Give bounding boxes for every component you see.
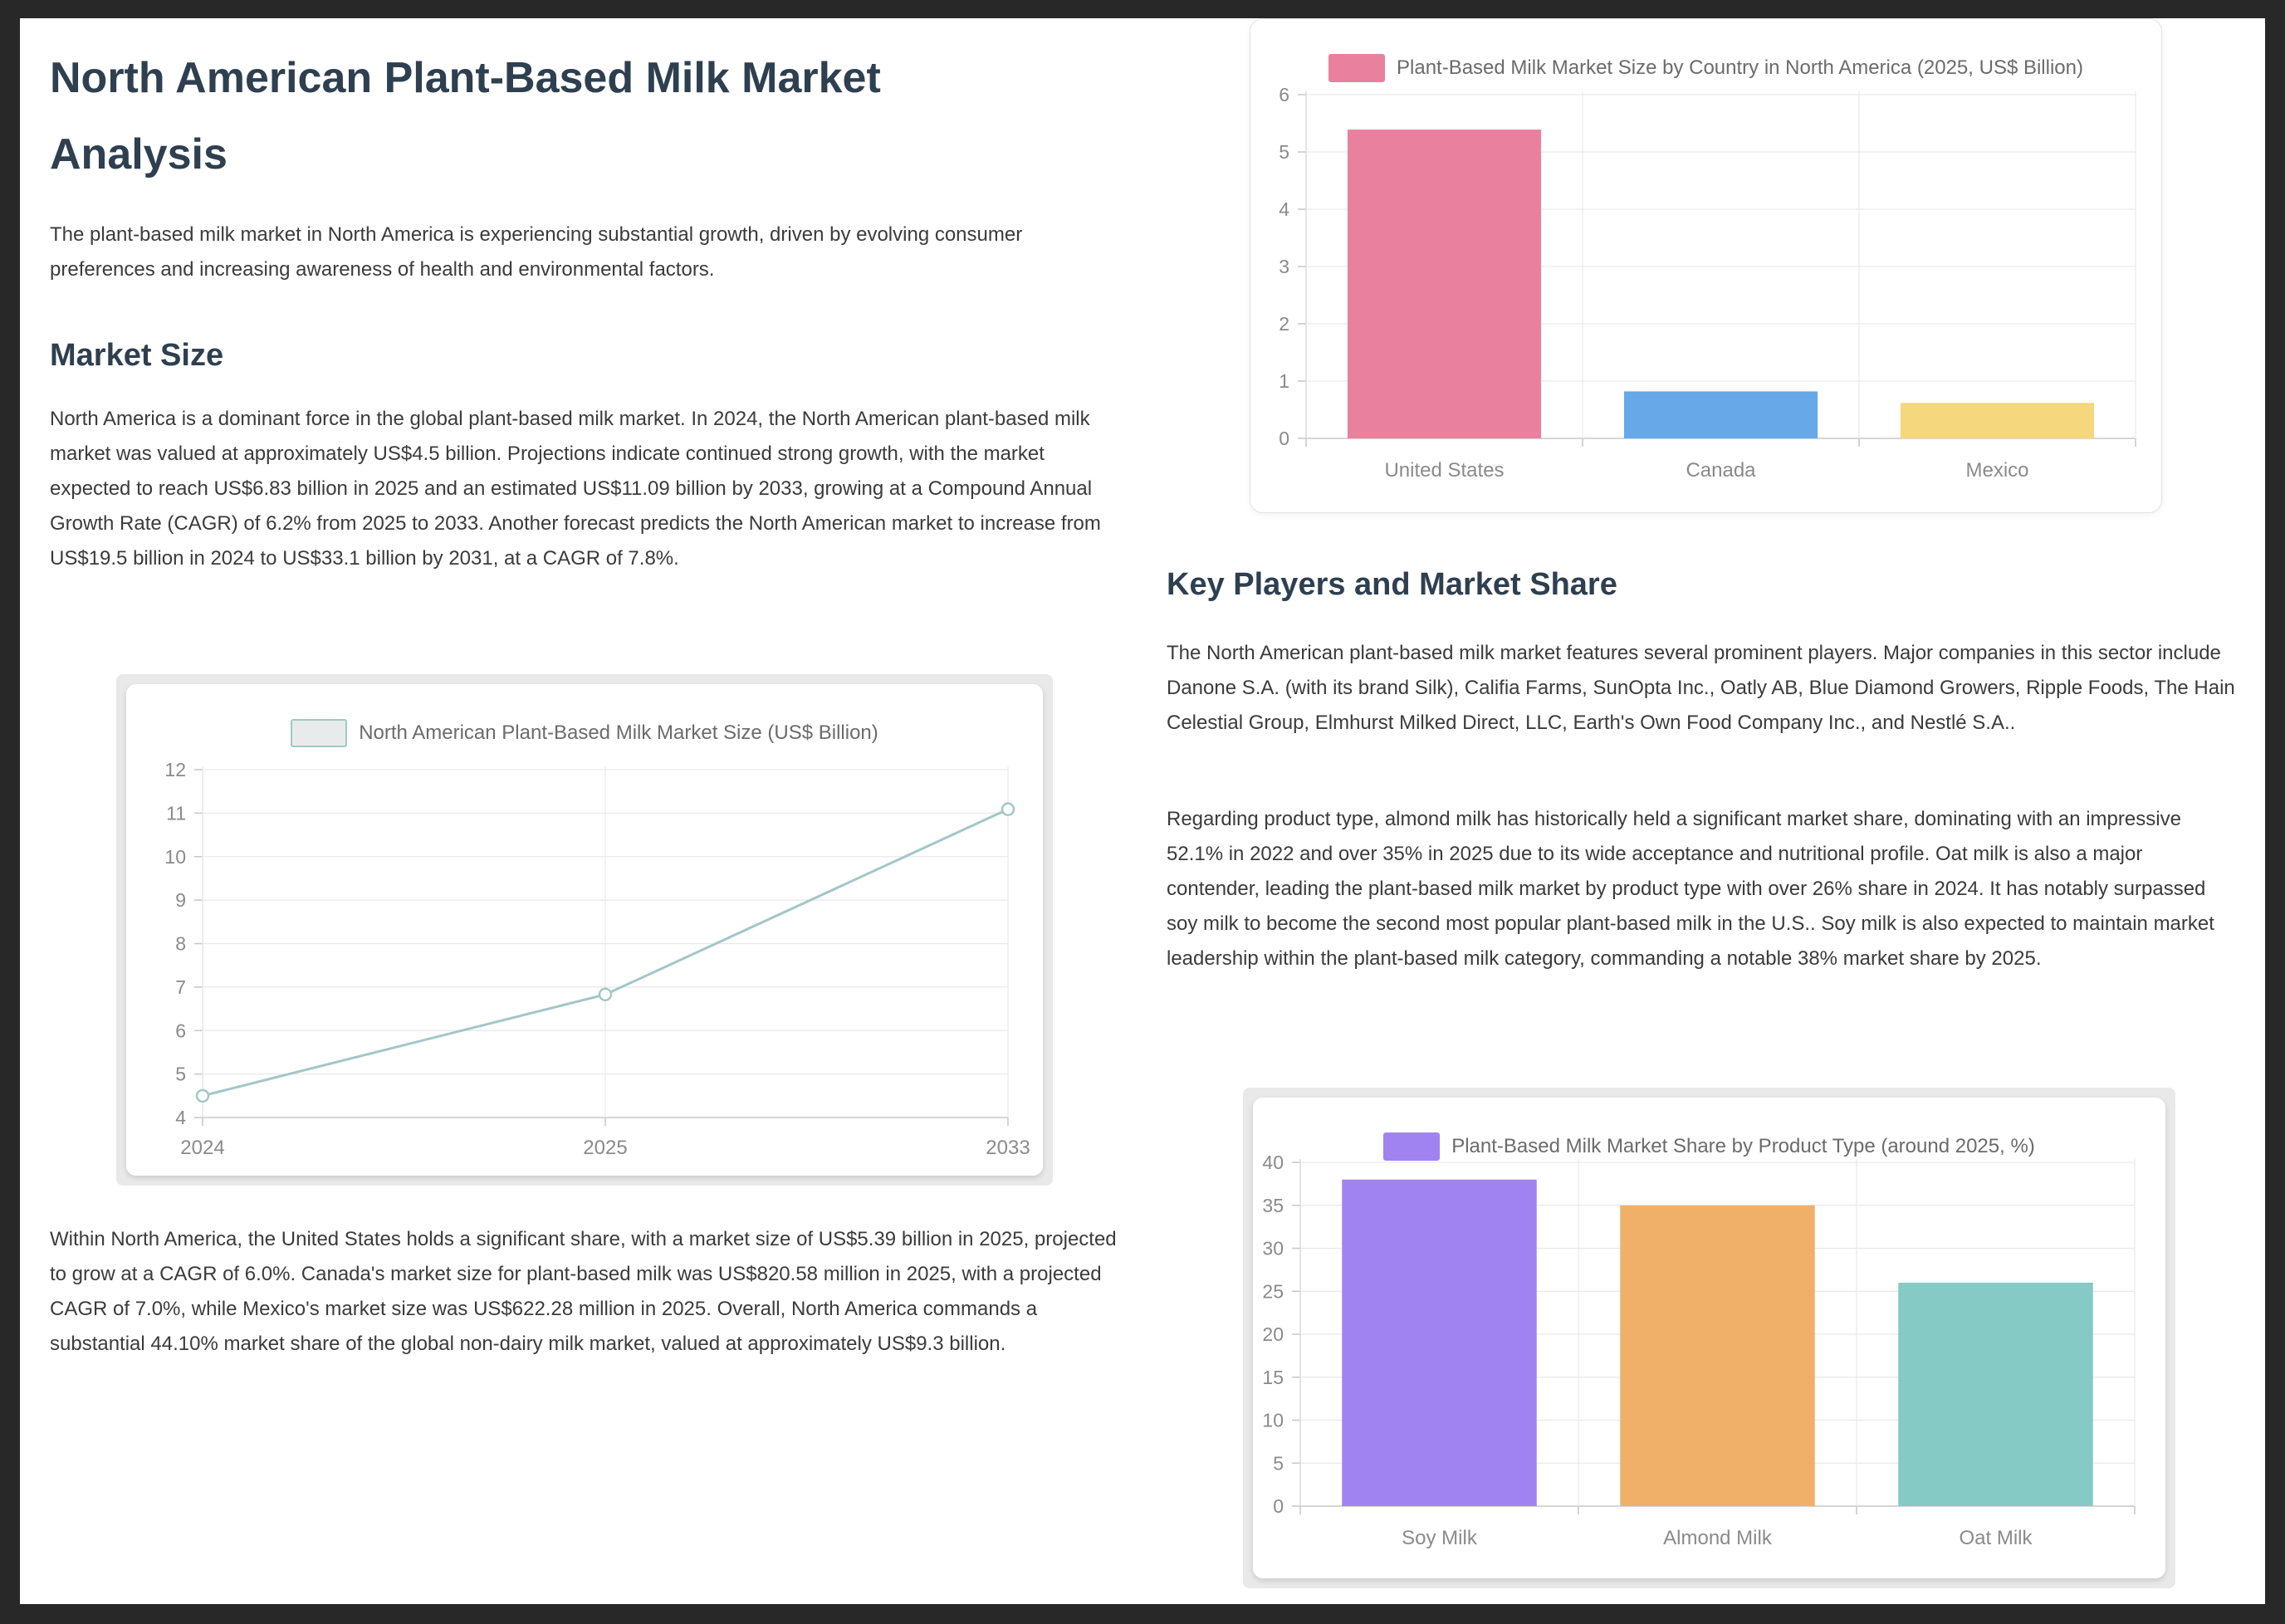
- svg-text:6: 6: [1279, 84, 1289, 105]
- intro-paragraph: The plant-based milk market in North Ame…: [50, 223, 1023, 281]
- na-market-size-line-svg: 4 5 6 7 8 9 10 11 12 2024 2025 2033: [164, 759, 1030, 1159]
- page-title: North American Plant-Based Milk Market A…: [50, 54, 881, 179]
- key-players-paragraph-1: The North American plant-based milk mark…: [1167, 642, 2235, 734]
- svg-text:7: 7: [175, 976, 186, 998]
- country-bar-chart: 0 1 2 3 4 5 6 United States Canada Mexico Plant-B…: [1250, 18, 2162, 513]
- svg-text:40: 40: [1262, 1152, 1284, 1173]
- svg-text:0: 0: [1273, 1495, 1284, 1517]
- svg-text:10: 10: [164, 846, 186, 868]
- svg-text:2024: 2024: [180, 1137, 224, 1159]
- product-bar-chart: 0 5 10 15 20 25 30 35 40 Soy Milk Almond Milk Oat M…: [1253, 1098, 2165, 1578]
- market-size-paragraph-1: North America is a dominant force in the…: [50, 408, 1101, 570]
- svg-text:Almond Milk: Almond Milk: [1663, 1527, 1773, 1549]
- product-chart-card: 0 5 10 15 20 25 30 35 40 Soy Milk Almond Milk Oat M…: [1243, 1088, 2175, 1588]
- svg-text:30: 30: [1262, 1238, 1284, 1260]
- svg-text:Soy Milk: Soy Milk: [1402, 1527, 1478, 1549]
- svg-text:0: 0: [1279, 428, 1289, 449]
- svg-text:1: 1: [1279, 370, 1289, 392]
- document-page: North American Plant-Based Milk Market A…: [20, 18, 2265, 1604]
- svg-text:12: 12: [164, 759, 186, 780]
- svg-text:Canada: Canada: [1686, 459, 1756, 482]
- svg-text:5: 5: [1279, 141, 1289, 163]
- svg-text:8: 8: [175, 933, 186, 955]
- svg-text:9: 9: [175, 889, 186, 911]
- svg-text:2: 2: [1279, 313, 1289, 335]
- svg-text:4: 4: [175, 1107, 186, 1128]
- market-share-by-product-type-svg: 0 5 10 15 20 25 30 35 40 Soy Milk Almond Milk Oat M…: [1262, 1152, 2136, 1549]
- svg-text:6: 6: [175, 1020, 186, 1041]
- line-chart-card: 4 5 6 7 8 9 10 11 12 2024 2025 2033 North American …: [116, 674, 1053, 1186]
- svg-text:25: 25: [1262, 1280, 1284, 1302]
- svg-text:11: 11: [166, 802, 186, 824]
- svg-text:15: 15: [1262, 1367, 1284, 1388]
- svg-text:20: 20: [1262, 1323, 1284, 1345]
- svg-text:4: 4: [1279, 198, 1289, 220]
- svg-text:5: 5: [1273, 1452, 1284, 1474]
- svg-text:Oat Milk: Oat Milk: [1959, 1527, 2033, 1549]
- svg-text:3: 3: [1279, 256, 1289, 277]
- market-size-paragraph-2: Within North America, the United States …: [50, 1228, 1117, 1355]
- svg-text:2033: 2033: [986, 1137, 1030, 1159]
- market-size-by-country-svg: 0 1 2 3 4 5 6 United States Canada Mexico: [1279, 84, 2136, 482]
- market-size-line-chart: 4 5 6 7 8 9 10 11 12 2024 2025 2033 North American …: [126, 684, 1043, 1176]
- svg-text:2025: 2025: [583, 1137, 627, 1159]
- svg-text:35: 35: [1262, 1195, 1284, 1216]
- svg-text:10: 10: [1262, 1410, 1284, 1431]
- svg-text:United States: United States: [1384, 459, 1504, 482]
- key-players-heading: Key Players and Market Share: [1167, 567, 1617, 602]
- key-players-paragraph-2: Regarding product type, almond milk has …: [1167, 808, 2214, 970]
- svg-text:Mexico: Mexico: [1965, 459, 2028, 482]
- svg-text:5: 5: [175, 1064, 186, 1085]
- market-size-heading: Market Size: [50, 338, 224, 373]
